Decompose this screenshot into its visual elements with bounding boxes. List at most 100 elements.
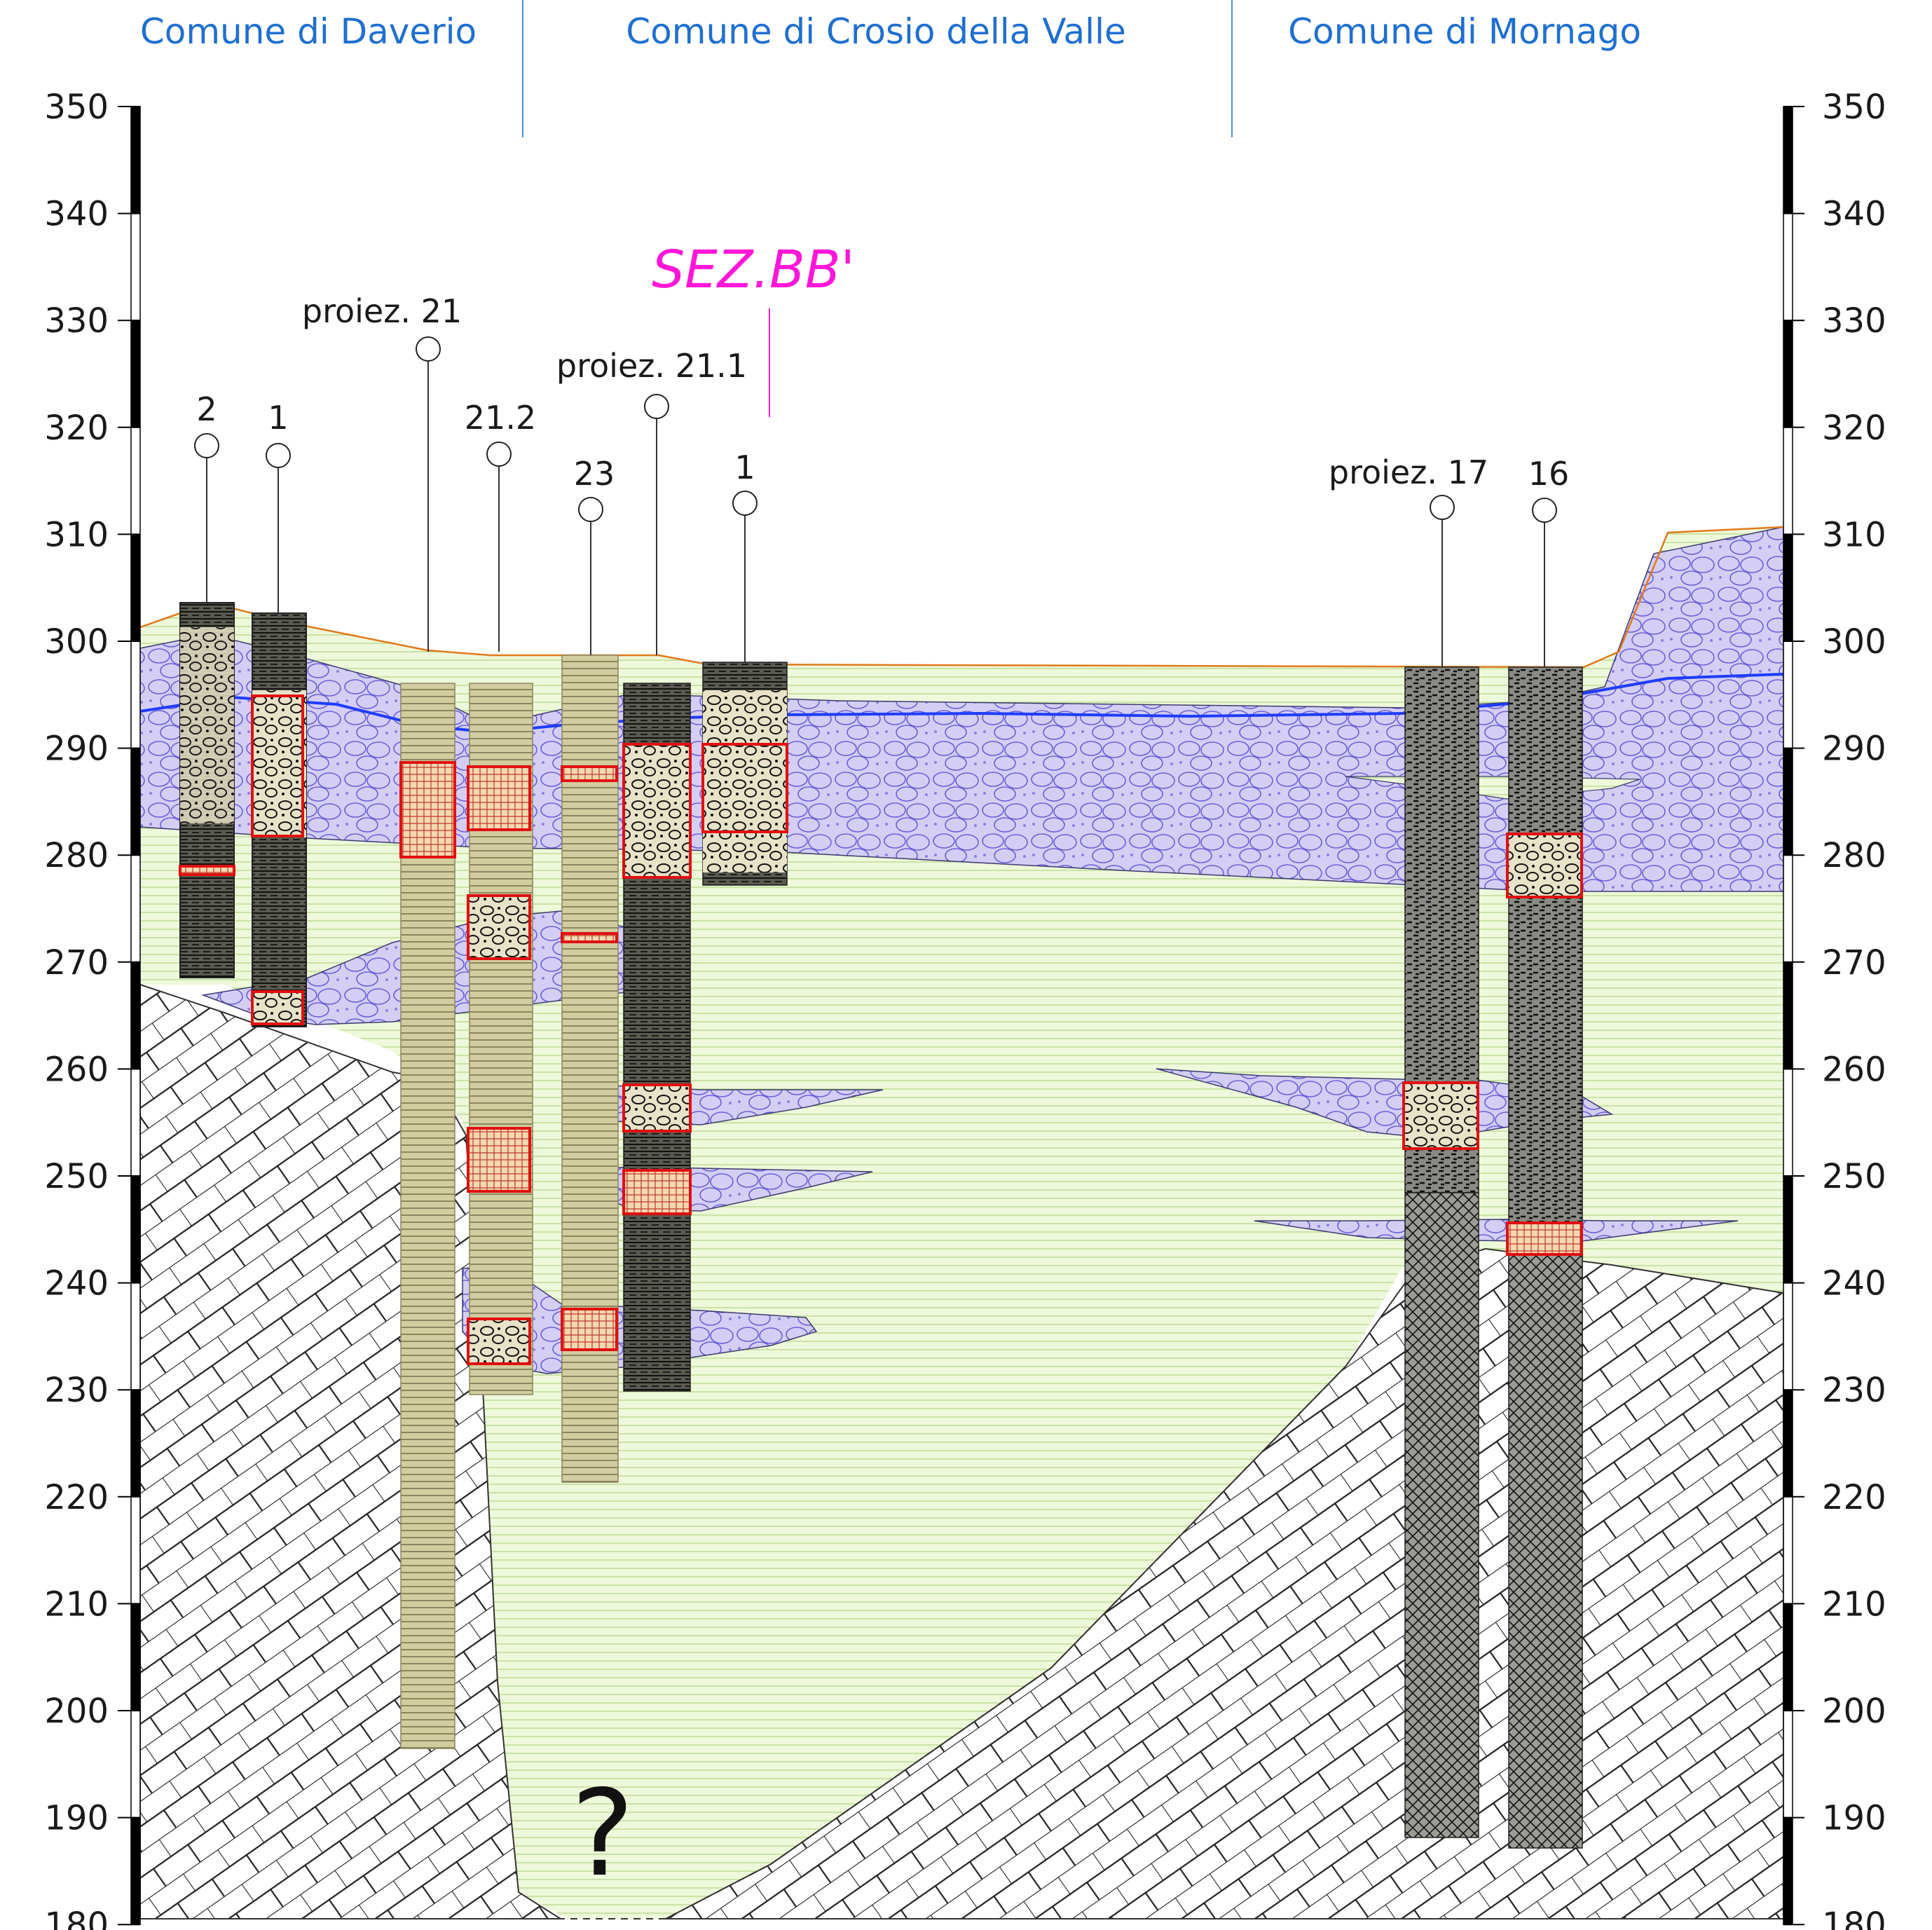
well-head-circle-icon: [732, 491, 758, 516]
scale-segment: [1783, 1175, 1793, 1284]
scale-segment: [1783, 1816, 1793, 1925]
well-head-circle-icon: [194, 433, 219, 458]
scale-segment: [1783, 747, 1793, 856]
well: 2: [179, 390, 235, 978]
well-coarse-section: [703, 690, 787, 872]
well-head-circle-icon: [266, 443, 291, 468]
screen-interval: [561, 932, 618, 943]
scale-segment: [1783, 1710, 1793, 1819]
scale-segment: [130, 747, 141, 856]
screen-interval: [622, 1083, 692, 1132]
elevation-label: 220: [44, 1478, 109, 1517]
elevation-label: 200: [1822, 1692, 1886, 1731]
well-head-circle-icon: [1430, 495, 1455, 520]
scale-bar-left: 350 340 330 320 310 300 290 280 270 260 250 240 230 2…: [44, 88, 141, 1930]
commune-header: Comune di Daverio Comune di Crosio della…: [140, 0, 1641, 137]
screen-interval: [1506, 1221, 1583, 1256]
elevation-label: 280: [44, 836, 109, 875]
scale-segment: [130, 1710, 141, 1819]
well: 21.2: [465, 399, 536, 1395]
scale-segment: [1783, 961, 1793, 1070]
elevation-label: 190: [44, 1799, 109, 1838]
elevation-label: 350: [44, 88, 109, 127]
scale-segment: [130, 320, 141, 428]
wells: 2 1 proiez. 21 21.: [179, 292, 1583, 1849]
scale-segment: [1783, 1496, 1793, 1605]
elevation-label: 320: [44, 409, 109, 448]
scale-segment: [130, 1175, 141, 1284]
commune-crosio-della-valle: Comune di Crosio della Valle: [626, 11, 1125, 52]
screen-interval: [467, 1127, 531, 1193]
elevation-label: 300: [44, 622, 109, 662]
well-label: 16: [1528, 455, 1570, 493]
scale-segment: [130, 427, 141, 535]
well: proiez. 17: [1329, 453, 1488, 1838]
screen-interval: [467, 894, 531, 960]
screen-interval: [622, 1169, 692, 1215]
elevation-label: 250: [44, 1157, 109, 1196]
elevation-label: 320: [1822, 409, 1886, 448]
scale-segment: [1783, 1068, 1793, 1177]
scale-segment: [130, 1389, 141, 1498]
well-label: 1: [268, 399, 288, 437]
section-marker: SEZ.BB': [652, 240, 855, 417]
elevation-label: 240: [1822, 1264, 1886, 1303]
scale-segment: [1783, 854, 1793, 963]
well-label: 1: [734, 449, 755, 486]
elevation-label: 350: [1822, 88, 1886, 127]
scale-segment: [1783, 427, 1793, 535]
scale-segment: [130, 854, 141, 963]
screen-interval: [701, 743, 788, 833]
elevation-label: 310: [1822, 515, 1886, 554]
elevation-label: 260: [1822, 1050, 1886, 1089]
scale-bar-right: 350 340 330 320 310 300 290 280 270 260 250 240 230 2…: [1783, 88, 1886, 1930]
well-head-circle-icon: [416, 336, 441, 362]
screen-interval: [251, 694, 304, 837]
elevation-label: 230: [1822, 1371, 1886, 1410]
elevation-label: 200: [44, 1692, 109, 1731]
elevation-label: 230: [44, 1371, 109, 1410]
screen-interval: [1402, 1081, 1479, 1150]
elevation-label: 210: [1822, 1585, 1886, 1624]
commune-daverio: Comune di Daverio: [140, 11, 477, 52]
scale-segment: [130, 212, 141, 321]
well-label: proiez. 21: [302, 292, 462, 330]
well-head-circle-icon: [644, 394, 669, 419]
scale-segment: [130, 106, 141, 214]
scale-segment: [1783, 533, 1793, 642]
unknown-depth-marker: ?: [571, 1765, 634, 1903]
elevation-label: 180: [1822, 1905, 1886, 1930]
scale-segment: [1783, 1282, 1793, 1390]
geology: [139, 526, 1784, 1919]
well-column: [1508, 1248, 1583, 1849]
upper-aquifer: [139, 526, 1784, 892]
elevation-label: 210: [44, 1585, 109, 1624]
well: 1: [251, 399, 307, 1027]
elevation-label: 270: [44, 943, 109, 983]
well: 1: [701, 449, 788, 886]
well-column: [400, 683, 455, 1749]
elevation-label: 340: [1822, 195, 1886, 234]
elevation-label: 220: [1822, 1478, 1886, 1517]
screen-interval: [251, 990, 304, 1025]
screen-interval: [467, 1318, 531, 1365]
scale-segment: [130, 1816, 141, 1925]
elevation-label: 190: [1822, 1799, 1886, 1838]
elevation-label: 330: [44, 301, 109, 341]
well: proiez. 21: [302, 292, 462, 1749]
screen-interval: [179, 865, 235, 876]
well-coarse-section: [252, 690, 306, 837]
elevation-label: 270: [1822, 943, 1886, 983]
scale-segment: [1783, 212, 1793, 321]
well-label: proiez. 21.1: [556, 347, 747, 385]
unknown-bottom-edge: [533, 1366, 1346, 1919]
scale-segment: [1783, 106, 1793, 214]
scale-segment: [130, 641, 141, 749]
scale-segment: [130, 533, 141, 642]
well-head-circle-icon: [1532, 498, 1557, 523]
screen-interval: [467, 765, 531, 831]
well-column: [1404, 1192, 1479, 1838]
elevation-label: 300: [1822, 622, 1886, 662]
well-label: 21.2: [465, 399, 536, 437]
